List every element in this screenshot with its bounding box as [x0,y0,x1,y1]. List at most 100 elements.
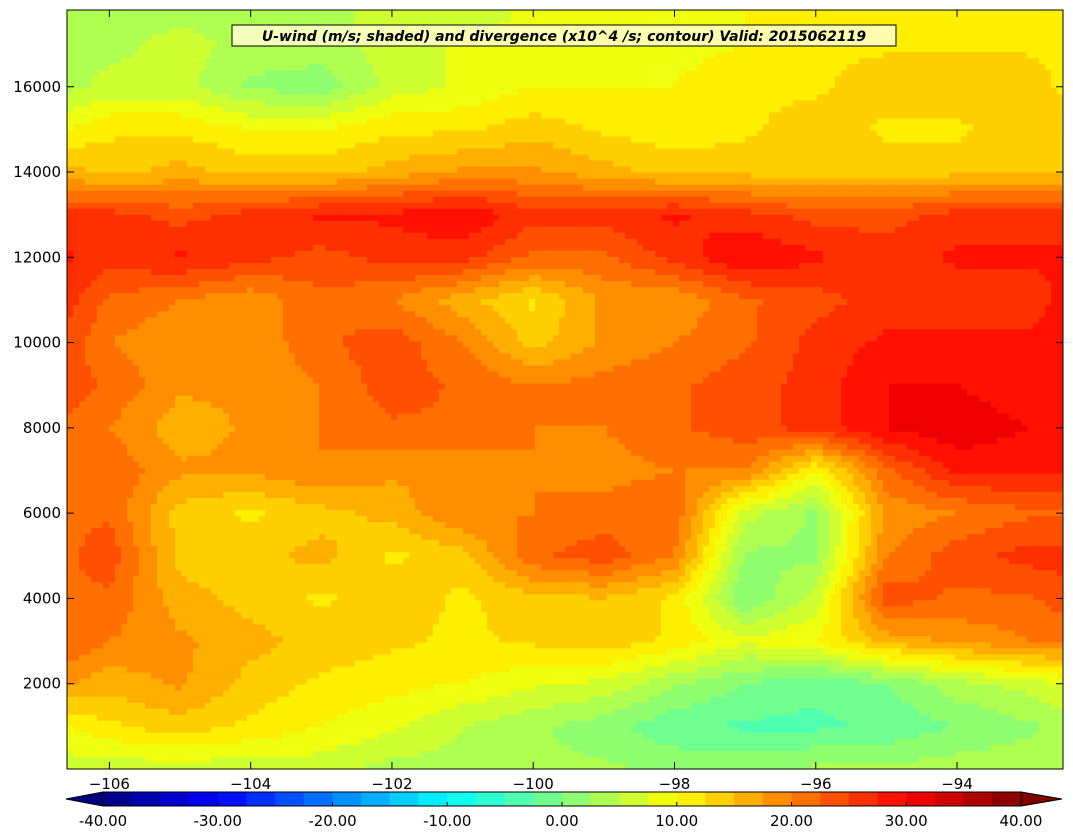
field-cell [979,166,986,174]
field-cell [295,88,302,95]
field-cell [661,76,668,83]
field-cell [241,184,248,192]
field-cell [451,184,458,192]
field-cell [919,70,926,77]
field-cell [145,100,152,107]
field-cell [853,172,860,180]
field-cell [331,70,338,77]
field-cell [601,100,608,107]
field-cell [379,94,386,101]
field-cell [967,76,974,83]
field-cell [541,94,548,101]
field-cell [283,184,290,192]
field-cell [499,76,506,83]
field-cell [565,160,572,168]
field-cell [115,34,122,41]
field-cell [745,82,752,89]
field-cell [643,130,650,138]
field-cell [361,46,368,53]
field-cell [337,148,344,156]
field-cell [709,100,716,107]
field-cell [961,64,968,71]
field-cell [277,136,284,144]
field-cell [517,64,524,71]
field-cell [937,106,944,113]
field-cell [631,70,638,77]
field-cell [379,82,386,89]
field-cell [805,46,812,53]
field-cell [187,40,194,47]
field-cell [331,112,338,120]
field-cell [283,178,290,186]
field-cell [775,88,782,95]
field-cell [469,106,476,113]
field-cell [379,70,386,77]
field-cell [1039,28,1046,35]
field-cell [193,136,200,144]
field-cell [1003,34,1010,41]
field-cell [817,166,824,174]
field-cell [643,136,650,144]
field-cell [235,172,242,180]
field-cell [631,136,638,144]
field-cell [499,154,506,162]
field-cell [781,154,788,162]
field-cell [901,16,908,23]
field-cell [679,172,686,180]
field-cell [751,160,758,168]
field-cell [451,172,458,180]
field-cell [919,64,926,71]
field-cell [415,118,422,126]
field-cell [865,142,872,150]
field-cell [385,82,392,89]
field-cell [601,136,608,144]
field-cell [223,46,230,53]
field-cell [481,88,488,95]
field-cell [637,82,644,89]
field-cell [211,166,218,174]
field-cell [979,148,986,156]
field-cell [589,142,596,150]
field-cell [397,100,404,107]
field-cell [409,148,416,156]
field-cell [715,46,722,53]
field-cell [715,70,722,77]
field-cell [397,184,404,192]
field-cell [1015,94,1022,101]
field-cell [913,46,920,53]
field-cell [931,40,938,47]
field-cell [241,70,248,77]
field-cell [595,10,602,17]
field-cell [253,160,260,168]
field-cell [301,112,308,120]
field-cell [769,148,776,156]
field-cell [805,94,812,101]
field-cell [175,76,182,83]
field-cell [523,142,530,150]
field-cell [283,88,290,95]
field-cell [241,52,248,59]
field-cell [775,100,782,107]
field-cell [955,76,962,83]
field-cell [649,184,656,192]
field-cell [1039,184,1046,192]
field-cell [211,154,218,162]
field-cell [247,64,254,71]
field-cell [205,76,212,83]
field-cell [439,88,446,95]
field-cell [433,106,440,113]
field-cell [859,154,866,162]
field-cell [385,172,392,180]
field-cell [757,130,764,138]
field-cell [439,82,446,89]
field-cell [409,106,416,113]
field-cell [1027,40,1034,47]
field-cell [151,58,158,65]
field-cell [169,22,176,29]
field-cell [991,148,998,156]
field-cell [733,184,740,192]
field-cell [421,64,428,71]
field-cell [841,112,848,120]
field-cell [859,130,866,138]
field-cell [715,178,722,186]
